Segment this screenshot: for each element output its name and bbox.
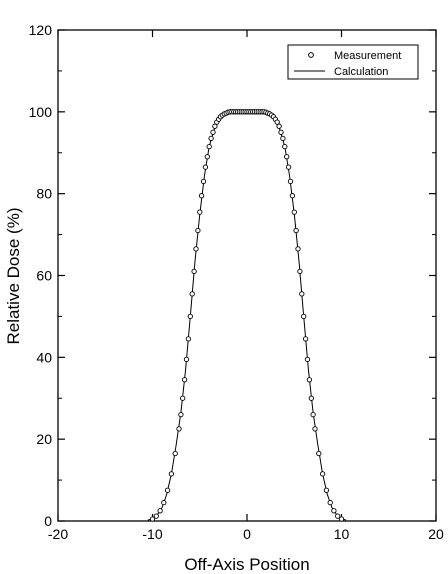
measurement-point bbox=[274, 119, 280, 125]
measurement-point bbox=[302, 336, 309, 342]
measurement-point bbox=[197, 209, 203, 215]
measurement-point bbox=[338, 516, 345, 522]
x-axis-label: Off-Axis Position bbox=[184, 555, 309, 574]
measurement-series bbox=[149, 109, 345, 522]
y-tick-label: 0 bbox=[44, 513, 52, 529]
measurement-point bbox=[312, 426, 318, 432]
measurement-point bbox=[172, 450, 178, 457]
legend-measurement-label: Measurement bbox=[334, 50, 401, 62]
legend: Measurement Calculation bbox=[287, 44, 419, 80]
measurement-point bbox=[191, 268, 197, 275]
plot-frame bbox=[57, 29, 437, 522]
measurement-point bbox=[293, 227, 299, 234]
measurement-point bbox=[185, 336, 192, 342]
measurement-point bbox=[195, 227, 201, 234]
legend-box bbox=[287, 44, 419, 80]
measurement-point bbox=[206, 143, 212, 150]
measurement-point bbox=[149, 516, 156, 522]
measurement-point bbox=[212, 123, 218, 129]
measurement-point bbox=[168, 471, 175, 477]
measurement-point bbox=[200, 178, 207, 185]
axis-ticks bbox=[57, 29, 437, 522]
measurement-point bbox=[306, 377, 313, 383]
y-tick-label: 120 bbox=[29, 22, 53, 38]
y-tick-label: 80 bbox=[36, 186, 52, 202]
measurement-point bbox=[178, 411, 184, 418]
y-axis-label: Relative Dose (%) bbox=[4, 208, 23, 345]
measurement-point bbox=[319, 471, 326, 477]
measurement-point bbox=[210, 129, 216, 135]
measurement-point bbox=[153, 513, 159, 519]
legend-measurement-marker bbox=[308, 52, 314, 58]
measurement-point bbox=[198, 193, 205, 199]
y-tick-label: 60 bbox=[36, 268, 52, 284]
measurement-point bbox=[308, 395, 314, 401]
measurement-point bbox=[161, 499, 167, 506]
measurement-point bbox=[299, 291, 305, 297]
measurement-point bbox=[187, 313, 193, 320]
calculation-series bbox=[147, 111, 347, 521]
measurement-point bbox=[181, 377, 188, 383]
measurement-point bbox=[291, 209, 297, 215]
measurement-point bbox=[176, 426, 182, 432]
measurement-point bbox=[202, 164, 209, 170]
measurement-point bbox=[193, 246, 199, 252]
measurement-point bbox=[208, 135, 214, 142]
measurement-point bbox=[327, 499, 333, 506]
measurement-point bbox=[323, 487, 330, 493]
x-tick-label: -10 bbox=[142, 526, 162, 542]
measurement-point bbox=[316, 450, 322, 457]
measurement-point bbox=[301, 313, 307, 320]
measurement-point bbox=[180, 395, 186, 401]
legend-calculation-label: Calculation bbox=[334, 66, 388, 78]
measurement-point bbox=[335, 513, 341, 519]
x-tick-label: -20 bbox=[48, 526, 68, 542]
measurement-point bbox=[189, 291, 195, 297]
measurement-point bbox=[331, 508, 337, 514]
measurement-point bbox=[297, 268, 303, 275]
measurement-point bbox=[280, 135, 286, 142]
measurement-point bbox=[204, 154, 210, 160]
x-tick-label: 0 bbox=[243, 526, 251, 542]
measurement-point bbox=[285, 164, 292, 170]
measurement-point bbox=[157, 508, 163, 514]
measurement-point bbox=[304, 356, 311, 363]
measurement-point bbox=[282, 143, 288, 150]
x-tick-label: 20 bbox=[428, 526, 444, 542]
y-tick-label: 100 bbox=[29, 104, 53, 120]
measurement-point bbox=[310, 411, 316, 418]
measurement-point bbox=[164, 487, 171, 493]
measurement-point bbox=[276, 123, 282, 129]
calculation-line bbox=[147, 111, 347, 521]
axis-tick-labels: -20 -10 0 10 20 0 20 40 60 80 100 120 bbox=[29, 22, 444, 542]
y-tick-label: 20 bbox=[36, 431, 52, 447]
measurement-point bbox=[287, 178, 294, 185]
x-tick-label: 10 bbox=[334, 526, 350, 542]
measurement-point bbox=[295, 246, 301, 252]
measurement-point bbox=[183, 356, 190, 363]
measurement-point bbox=[278, 129, 284, 135]
measurement-point bbox=[289, 193, 296, 199]
y-tick-label: 40 bbox=[36, 349, 52, 365]
measurement-point bbox=[284, 154, 290, 160]
